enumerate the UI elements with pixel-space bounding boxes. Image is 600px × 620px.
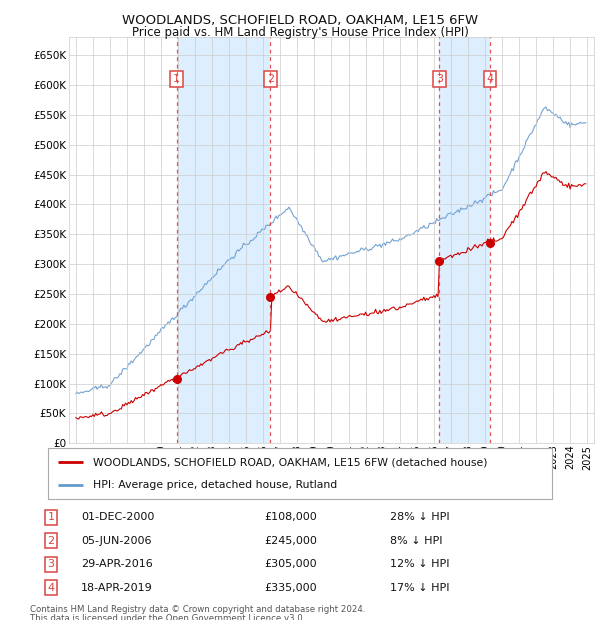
Text: £335,000: £335,000 [264, 583, 317, 593]
Text: 18-APR-2019: 18-APR-2019 [81, 583, 153, 593]
Text: 28% ↓ HPI: 28% ↓ HPI [390, 512, 449, 522]
Text: 12% ↓ HPI: 12% ↓ HPI [390, 559, 449, 569]
Text: 29-APR-2016: 29-APR-2016 [81, 559, 153, 569]
Text: 05-JUN-2006: 05-JUN-2006 [81, 536, 151, 546]
Text: 01-DEC-2000: 01-DEC-2000 [81, 512, 154, 522]
Text: £305,000: £305,000 [264, 559, 317, 569]
Text: 1: 1 [47, 512, 55, 522]
Text: Price paid vs. HM Land Registry's House Price Index (HPI): Price paid vs. HM Land Registry's House … [131, 26, 469, 39]
Text: This data is licensed under the Open Government Licence v3.0.: This data is licensed under the Open Gov… [30, 614, 305, 620]
Bar [176, 37, 271, 443]
Text: £245,000: £245,000 [264, 536, 317, 546]
Text: HPI: Average price, detached house, Rutland: HPI: Average price, detached house, Rutl… [94, 480, 338, 490]
Text: WOODLANDS, SCHOFIELD ROAD, OAKHAM, LE15 6FW: WOODLANDS, SCHOFIELD ROAD, OAKHAM, LE15 … [122, 14, 478, 27]
Text: 2: 2 [267, 74, 274, 84]
Text: 8% ↓ HPI: 8% ↓ HPI [390, 536, 443, 546]
Text: 3: 3 [47, 559, 55, 569]
Text: 1: 1 [173, 74, 180, 84]
Text: 3: 3 [436, 74, 443, 84]
Text: 2: 2 [47, 536, 55, 546]
Text: £108,000: £108,000 [264, 512, 317, 522]
Text: 4: 4 [487, 74, 493, 84]
Text: 4: 4 [47, 583, 55, 593]
Text: WOODLANDS, SCHOFIELD ROAD, OAKHAM, LE15 6FW (detached house): WOODLANDS, SCHOFIELD ROAD, OAKHAM, LE15 … [94, 458, 488, 467]
Text: Contains HM Land Registry data © Crown copyright and database right 2024.: Contains HM Land Registry data © Crown c… [30, 605, 365, 614]
Text: 17% ↓ HPI: 17% ↓ HPI [390, 583, 449, 593]
Bar [439, 37, 490, 443]
